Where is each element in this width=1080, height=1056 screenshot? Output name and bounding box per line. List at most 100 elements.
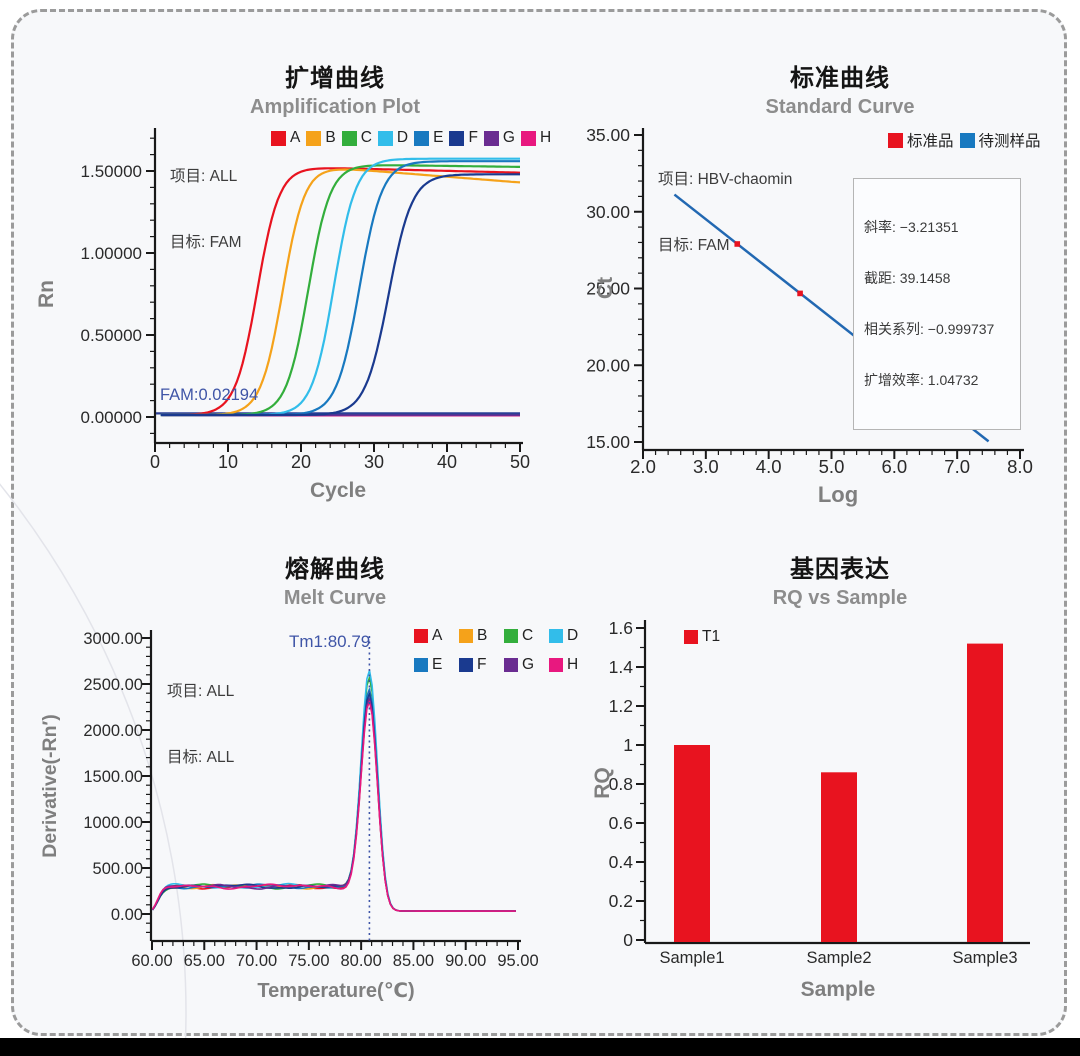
y-axis-title: Rn xyxy=(35,280,58,308)
y-axis-title: Ct xyxy=(594,277,617,299)
y-tick-label: 0.4 xyxy=(609,852,634,872)
x-tick-label: 7.0 xyxy=(944,456,970,477)
x-tick-label: 3.0 xyxy=(693,456,719,477)
rq-bars xyxy=(674,643,1003,942)
legend-item-T1: T1 xyxy=(684,628,720,646)
target-line: 目标: FAM xyxy=(170,234,242,251)
legend-swatch-icon xyxy=(306,130,322,146)
legend-swatch-icon xyxy=(483,130,499,146)
legend-item-E: E xyxy=(414,129,443,147)
tm-label: Tm1:80.79 xyxy=(289,632,371,651)
standard-curve-subtitle: Standard Curve xyxy=(765,96,915,118)
legend-swatch-icon xyxy=(959,132,975,148)
y-tick-label: 500.00 xyxy=(93,860,143,878)
x-tick-label: 95.00 xyxy=(497,952,538,970)
y-tick-label: 0.00 xyxy=(111,906,143,924)
legend-item-C: C xyxy=(341,129,372,147)
legend-item-D: D xyxy=(377,129,408,147)
legend-label: E xyxy=(432,656,443,673)
melt-curve-legend: A B C D E F G H xyxy=(414,627,594,674)
amplification-subtitle: Amplification Plot xyxy=(250,96,420,118)
legend-label: A xyxy=(432,627,443,644)
target-line: 目标: FAM xyxy=(658,237,730,254)
x-tick-label: 70.00 xyxy=(236,952,277,970)
legend-swatch-icon xyxy=(414,658,428,672)
x-tick-label: 8.0 xyxy=(1007,456,1033,477)
amplification-curve-F xyxy=(160,173,520,417)
y-tick-label: 0 xyxy=(623,930,633,950)
y-tick-label: 20.00 xyxy=(586,355,630,375)
legend-swatch-icon xyxy=(520,130,536,146)
legend-label: D xyxy=(567,627,579,644)
y-axis-title: RQ xyxy=(591,767,614,799)
y-tick-label: 0.8 xyxy=(609,774,633,794)
x-tick-label: 80.00 xyxy=(340,952,381,970)
legend-item-标准品: 标准品 xyxy=(888,129,954,151)
standard-point xyxy=(734,241,741,247)
project-line: 项目: ALL xyxy=(167,683,235,700)
legend-label: A xyxy=(290,129,301,146)
legend-item-D: D xyxy=(549,627,588,645)
y-tick-label: 30.00 xyxy=(586,202,630,222)
rq-axes: 0 0.2 0.4 0.6 0.8 1 1.2 1.4 1.6 Sample1 Sample2 Sam… xyxy=(591,618,1030,1001)
y-tick-label: 1.00000 xyxy=(81,244,142,263)
amplification-axes: 0.00000 0.50000 1.00000 1.50000 0 10 20 30 40 50 C… xyxy=(35,128,530,502)
y-axis-title: Derivative(-Rn′) xyxy=(39,714,61,857)
y-tick-label: 0.00000 xyxy=(81,408,142,427)
legend-swatch-icon xyxy=(271,130,286,146)
legend-item-A: A xyxy=(271,129,300,147)
legend-item-H: H xyxy=(549,656,588,674)
x-tick-label: 85.00 xyxy=(393,952,434,970)
legend-swatch-icon xyxy=(449,130,465,146)
amplification-title: 扩增曲线 xyxy=(285,65,385,92)
x-tick-label: 2.0 xyxy=(630,456,656,477)
x-tick-label: 20 xyxy=(291,452,311,472)
legend-item-B: B xyxy=(306,129,336,147)
legend-swatch-icon xyxy=(414,629,428,643)
project-line: 项目: ALL xyxy=(170,168,238,185)
x-axis-title: Log xyxy=(818,482,858,507)
legend-swatch-icon xyxy=(414,130,430,146)
legend-swatch-icon xyxy=(888,132,903,148)
efficiency-stat: 扩增效率: 1.04732 xyxy=(864,372,979,388)
amplification-annotation: 项目: ALL 目标: FAM xyxy=(170,122,241,298)
watermark-arc xyxy=(0,483,187,1056)
melt-curve-H xyxy=(151,700,516,912)
legend-swatch-icon xyxy=(549,658,563,672)
legend-label: B xyxy=(325,129,336,146)
bar-Sample2 xyxy=(821,772,857,942)
y-tick-label: 1000.00 xyxy=(83,814,143,832)
standard-curve-title: 标准曲线 xyxy=(790,65,890,92)
y-tick-label: 1.4 xyxy=(609,657,634,677)
legend-item-A: A xyxy=(414,627,453,645)
x-tick-label: 50 xyxy=(510,452,530,472)
y-tick-label: 3000.00 xyxy=(83,630,143,648)
x-tick-label: 6.0 xyxy=(881,456,907,477)
legend-swatch-icon xyxy=(459,629,473,643)
legend-label: F xyxy=(477,656,487,673)
standard-curve-legend: 标准品 待测样品 xyxy=(888,129,1047,151)
standard-axes: 15.00 20.00 25.00 30.00 35.00 2.0 3.0 4.0 5.0 6.0… xyxy=(586,125,1033,507)
legend-item-H: H xyxy=(520,129,551,147)
gene-expression-title: 基因表达 xyxy=(790,556,890,583)
x-category-label: Sample1 xyxy=(659,949,724,967)
legend-label: T1 xyxy=(702,628,721,645)
legend-item-F: F xyxy=(459,656,498,674)
x-tick-label: 4.0 xyxy=(756,456,782,477)
legend-item-B: B xyxy=(459,627,498,645)
bottom-black-bar xyxy=(0,1038,1080,1056)
project-line: 项目: HBV-chaomin xyxy=(658,171,793,188)
gene-expression-header: 基因表达 RQ vs Sample xyxy=(630,549,1050,610)
x-tick-label: 40 xyxy=(437,452,457,472)
legend-item-待测样品: 待测样品 xyxy=(959,129,1041,151)
amplification-series xyxy=(156,157,521,417)
x-tick-label: 65.00 xyxy=(184,952,225,970)
melt-axes: 0.00 500.00 1000.00 1500.00 2000.00 2500.00 30… xyxy=(39,630,539,1002)
y-tick-label: 0.6 xyxy=(609,813,633,833)
y-tick-label: 25.00 xyxy=(586,279,630,299)
legend-item-G: G xyxy=(483,129,515,147)
melt-curve-header: 熔解曲线 Melt Curve xyxy=(130,549,540,610)
amplification-legend: A B C D E F G H xyxy=(271,129,557,147)
standard-curve-header: 标准曲线 Standard Curve xyxy=(630,58,1050,119)
